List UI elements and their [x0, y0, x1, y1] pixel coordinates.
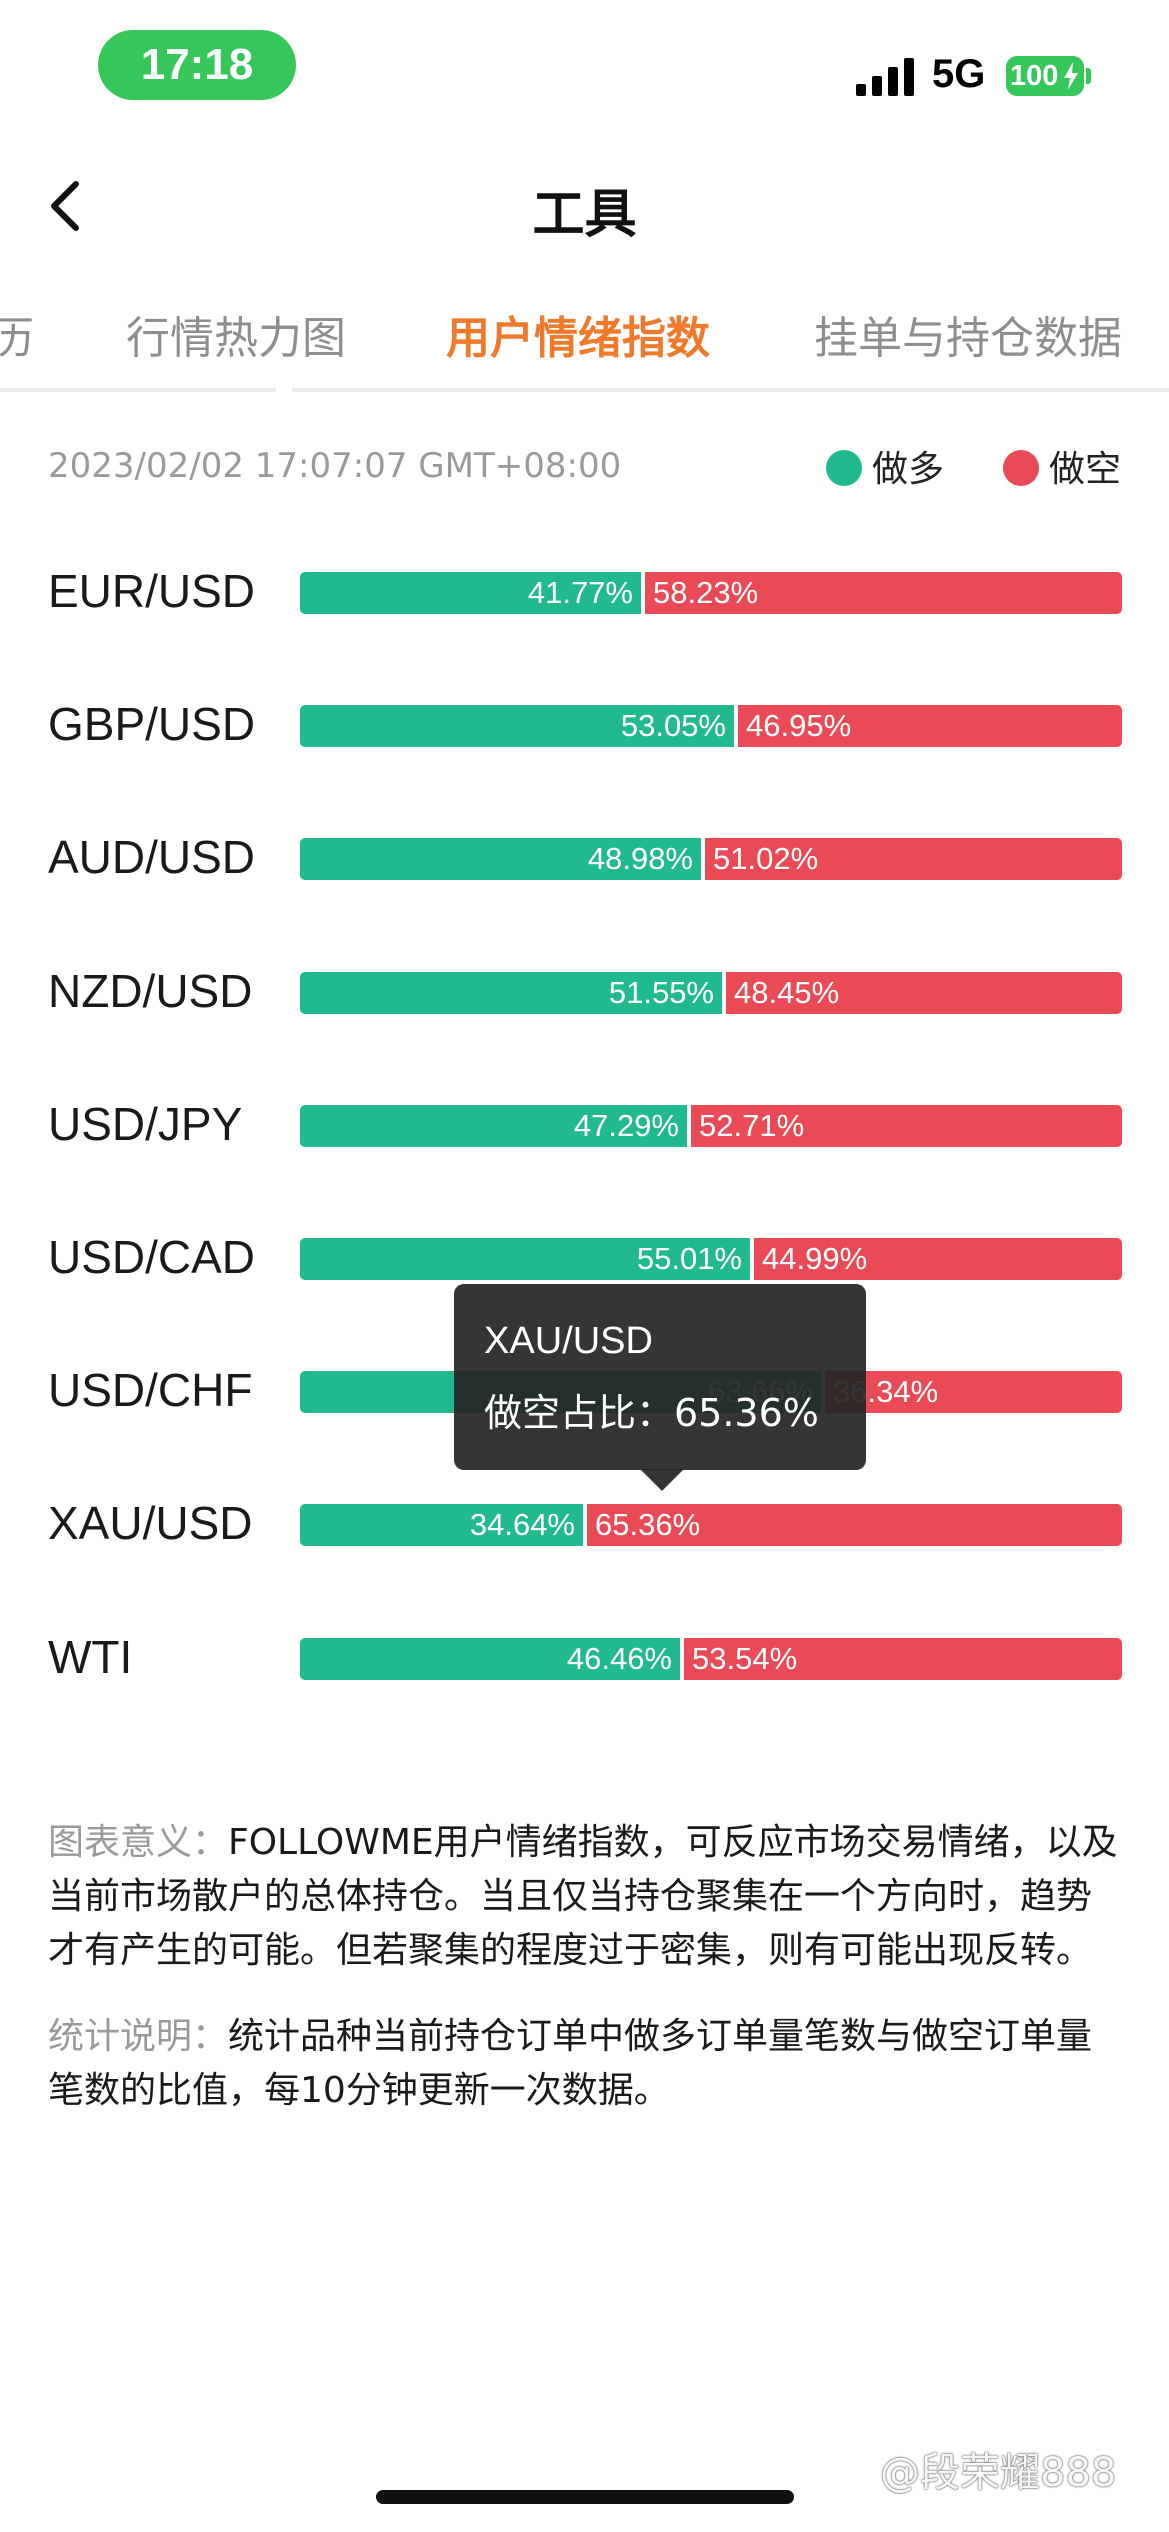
cellular-signal-icon	[856, 58, 914, 96]
bar-divider	[734, 705, 738, 747]
sentiment-bar[interactable]: 46.46% 53.54%	[300, 1638, 1122, 1680]
bar-divider	[701, 838, 705, 880]
symbol-label: USD/CHF	[48, 1364, 253, 1416]
bar-divider	[641, 572, 645, 614]
chart-meaning-label: 图表意义：	[48, 1822, 229, 1863]
network-type: 5G	[932, 52, 986, 96]
short-legend-dot-icon	[1003, 450, 1039, 486]
tab-divider	[0, 388, 1169, 392]
long-segment[interactable]: 47.29%	[300, 1105, 689, 1147]
symbol-label: NZD/USD	[48, 965, 253, 1017]
short-segment[interactable]: 48.45%	[724, 972, 1122, 1014]
tooltip-arrow	[640, 1469, 684, 1491]
battery-level: 100	[1010, 60, 1059, 92]
home-indicator[interactable]	[376, 2490, 794, 2504]
sentiment-bar[interactable]: 51.55% 48.45%	[300, 972, 1122, 1014]
sentiment-bar[interactable]: 41.77% 58.23%	[300, 572, 1122, 614]
long-segment[interactable]: 51.55%	[300, 972, 724, 1014]
long-segment[interactable]: 48.98%	[300, 838, 703, 880]
sentiment-bar[interactable]: 55.01% 44.99%	[300, 1238, 1122, 1280]
long-segment[interactable]: 53.05%	[300, 705, 736, 747]
tab-sentiment-index[interactable]: 用户情绪指数	[446, 313, 710, 364]
chart-meaning-text: FOLLOWME用户情绪指数，可反应市场交易情绪，以及当前市场散户的总体持仓。当…	[48, 1822, 1118, 1971]
short-segment[interactable]: 52.71%	[689, 1105, 1122, 1147]
tab-heatmap[interactable]: 行情热力图	[126, 313, 346, 364]
stats-explanation-label: 统计说明：	[48, 2016, 229, 2057]
watermark: @段荣耀888	[880, 2450, 1117, 2496]
page-title: 工具	[532, 185, 637, 245]
bar-divider	[687, 1105, 691, 1147]
short-segment[interactable]: 51.02%	[703, 838, 1122, 880]
long-segment[interactable]: 41.77%	[300, 572, 643, 614]
long-segment[interactable]: 55.01%	[300, 1238, 752, 1280]
bar-divider	[722, 972, 726, 1014]
symbol-label: USD/JPY	[48, 1098, 243, 1150]
short-segment[interactable]: 36.34%	[823, 1371, 1122, 1413]
symbol-label: WTI	[48, 1631, 133, 1683]
tooltip: XAU/USD 做空占比：65.36%	[454, 1284, 866, 1470]
symbol-label: GBP/USD	[48, 698, 256, 750]
update-timestamp: 2023/02/02 17:07:07 GMT+08:00	[48, 446, 622, 486]
sentiment-bar[interactable]: 48.98% 51.02%	[300, 838, 1122, 880]
bar-divider	[750, 1238, 754, 1280]
sentiment-bar[interactable]: 47.29% 52.71%	[300, 1105, 1122, 1147]
stats-explanation: 统计说明：统计品种当前持仓订单中做多订单量笔数与做空订单量笔数的比值，每10分钟…	[48, 2010, 1123, 2118]
short-segment[interactable]: 44.99%	[752, 1238, 1122, 1280]
symbol-label: XAU/USD	[48, 1497, 253, 1549]
symbol-label: EUR/USD	[48, 565, 256, 617]
tooltip-symbol: XAU/USD	[484, 1320, 653, 1362]
symbol-label: USD/CAD	[48, 1231, 256, 1283]
legend-short-label: 做空	[1049, 449, 1122, 490]
charging-bolt-icon	[1064, 62, 1078, 90]
sentiment-bar[interactable]: 53.05% 46.95%	[300, 705, 1122, 747]
bar-divider	[583, 1504, 587, 1546]
tab-calendar[interactable]: 历	[0, 313, 34, 364]
chart-meaning: 图表意义：FOLLOWME用户情绪指数，可反应市场交易情绪，以及当前市场散户的总…	[48, 1816, 1123, 1978]
tooltip-value: 做空占比：65.36%	[484, 1391, 819, 1435]
tab-orders-positions[interactable]: 挂单与持仓数据	[814, 313, 1122, 364]
bar-divider	[680, 1638, 684, 1680]
short-segment[interactable]: 58.23%	[643, 572, 1122, 614]
long-legend-dot-icon	[826, 450, 862, 486]
symbol-label: AUD/USD	[48, 831, 256, 883]
back-arrow-icon[interactable]	[42, 176, 92, 236]
tab-divider-gap	[276, 387, 292, 393]
short-segment[interactable]: 65.36%	[585, 1504, 1122, 1546]
long-segment[interactable]: 34.64%	[300, 1504, 585, 1546]
sentiment-bar[interactable]: 34.64% 65.36%	[300, 1504, 1122, 1546]
status-time-pill: 17:18	[98, 30, 296, 100]
legend-long-label: 做多	[872, 449, 945, 490]
long-segment[interactable]: 46.46%	[300, 1638, 682, 1680]
stats-explanation-text: 统计品种当前持仓订单中做多订单量笔数与做空订单量笔数的比值，每10分钟更新一次数…	[48, 2016, 1093, 2111]
battery-cap	[1086, 68, 1091, 84]
short-segment[interactable]: 53.54%	[682, 1638, 1122, 1680]
short-segment[interactable]: 46.95%	[736, 705, 1122, 747]
